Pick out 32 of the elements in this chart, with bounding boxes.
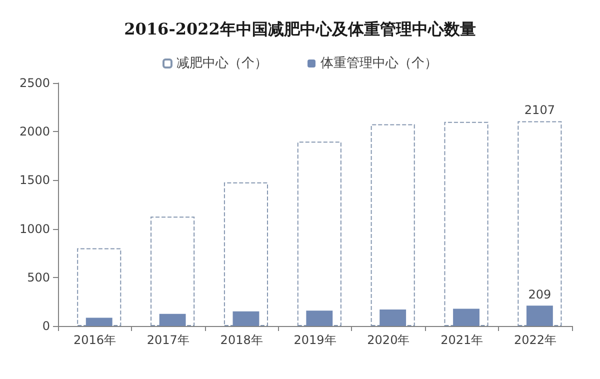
bar [453,308,480,326]
bar [159,314,186,326]
bar [224,182,268,326]
bar [232,311,260,326]
x-tick-label: 2021年 [440,333,484,347]
y-tick-label: 1000 [19,222,50,236]
chart-title: 2016-2022年中国减肥中心及体重管理中心数量 [124,20,476,38]
bar [86,318,112,326]
x-tick-label: 2020年 [367,333,410,347]
bar [150,216,195,326]
data-label: 2107 [524,103,555,118]
y-tick-label: 500 [27,270,50,284]
x-tick-label: 2019年 [294,333,336,347]
legend-label: 体重管理中心（个） [320,55,438,71]
x-tick-label: 2017年 [146,333,190,347]
bar [526,306,553,326]
bar [77,248,122,326]
y-tick-label: 0 [42,319,50,333]
y-tick-label: 2500 [19,76,50,90]
x-tick-label: 2016年 [73,333,116,347]
bar [370,124,415,326]
bar [297,142,342,326]
x-tick-label: 2022年 [514,333,557,347]
x-tick-label: 2018年 [220,333,263,347]
data-label: 209 [528,288,552,302]
y-tick-label: 2000 [19,124,50,139]
legend-label: 减肥中心（个） [176,55,268,71]
bar [444,122,488,326]
y-tick-label: 1500 [19,173,50,188]
bar [380,309,406,326]
bar [518,121,562,326]
bar [306,310,333,326]
